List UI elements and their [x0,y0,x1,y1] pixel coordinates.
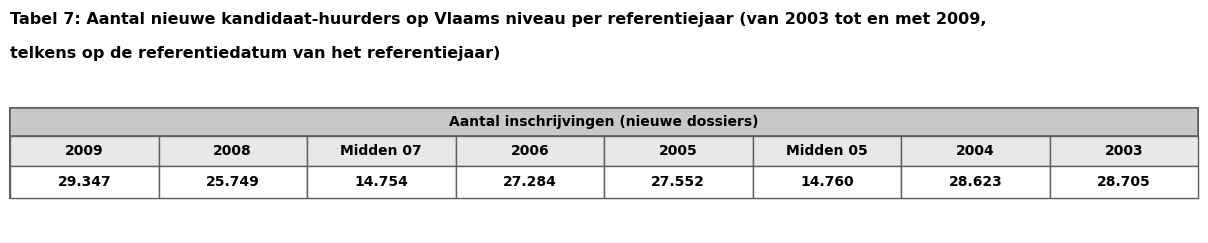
Text: 27.284: 27.284 [503,175,557,189]
Text: 2009: 2009 [65,144,104,158]
Bar [10,108,1198,136]
Bar [1050,136,1198,166]
Bar [307,136,455,166]
Text: Midden 05: Midden 05 [786,144,867,158]
Text: 14.754: 14.754 [354,175,408,189]
Bar [455,136,604,166]
Text: 2005: 2005 [658,144,698,158]
Text: 27.552: 27.552 [651,175,705,189]
Text: 28.705: 28.705 [1097,175,1151,189]
Text: 2003: 2003 [1104,144,1143,158]
Text: telkens op de referentiedatum van het referentiejaar): telkens op de referentiedatum van het re… [10,46,500,61]
Bar [1050,166,1198,198]
Bar [604,136,753,166]
Text: 14.760: 14.760 [800,175,854,189]
Text: 29.347: 29.347 [58,175,111,189]
Bar [604,166,753,198]
Bar [455,166,604,198]
Text: 28.623: 28.623 [948,175,1003,189]
Bar [10,136,158,166]
Text: Aantal inschrijvingen (nieuwe dossiers): Aantal inschrijvingen (nieuwe dossiers) [449,115,759,129]
Text: 2006: 2006 [511,144,550,158]
Text: 2004: 2004 [956,144,994,158]
Text: Midden 07: Midden 07 [341,144,422,158]
Text: 25.749: 25.749 [205,175,260,189]
Bar [901,136,1050,166]
Bar [753,166,901,198]
Bar [10,108,1198,198]
Bar [901,166,1050,198]
Bar [158,136,307,166]
Bar [158,166,307,198]
Bar [10,166,158,198]
Bar [753,136,901,166]
Bar [307,166,455,198]
Text: 2008: 2008 [214,144,252,158]
Text: Tabel 7: Aantal nieuwe kandidaat-huurders op Vlaams niveau per referentiejaar (v: Tabel 7: Aantal nieuwe kandidaat-huurder… [10,12,987,27]
